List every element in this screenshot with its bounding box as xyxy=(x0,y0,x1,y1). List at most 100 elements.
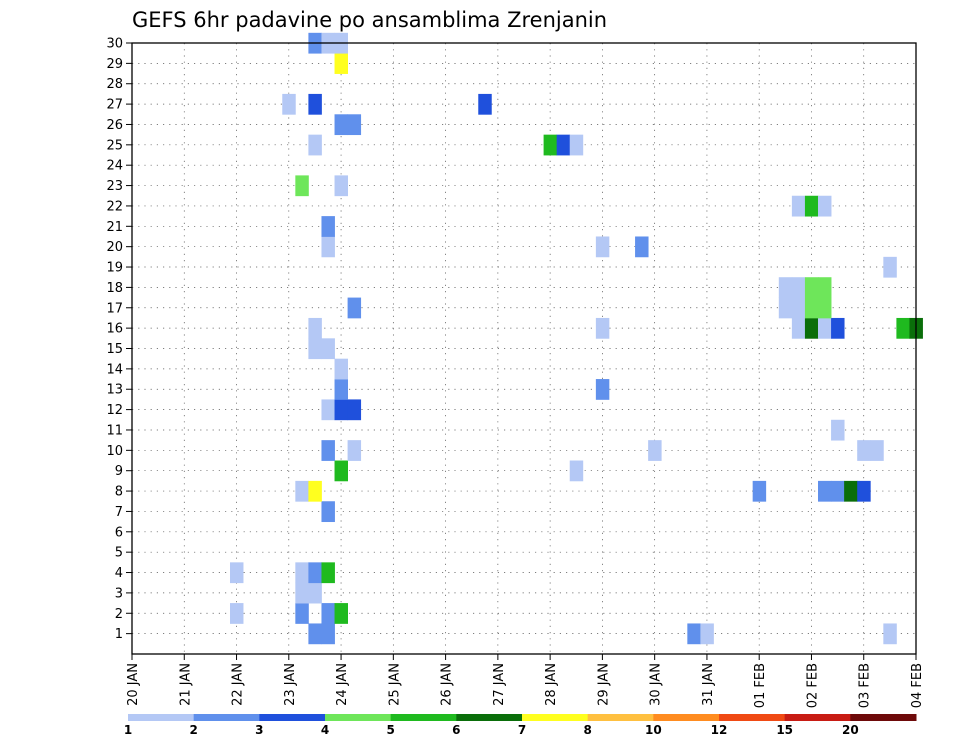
data-cell xyxy=(321,440,335,461)
data-cell xyxy=(804,195,819,217)
data-cell xyxy=(844,480,858,502)
color-legend: 1 2 3 4 5 6 7 8 10 12 15 20 xyxy=(124,714,917,737)
data-cell xyxy=(778,297,793,319)
y-tick-label: 16 xyxy=(106,322,123,337)
y-tick-label: 25 xyxy=(106,138,123,153)
data-cell xyxy=(334,114,348,136)
data-cell xyxy=(347,114,362,136)
data-cell xyxy=(347,297,362,319)
data-cell xyxy=(791,277,806,298)
data-cell xyxy=(791,297,806,319)
data-cell xyxy=(804,317,819,339)
y-tick-label: 7 xyxy=(115,505,123,520)
legend-label: 15 xyxy=(776,723,793,737)
data-cell xyxy=(831,480,845,502)
data-cell xyxy=(308,562,322,584)
data-cell xyxy=(321,623,335,645)
data-cells xyxy=(230,32,923,645)
data-cell xyxy=(870,440,884,461)
y-tick-label: 19 xyxy=(106,261,123,276)
plot-frame xyxy=(131,42,917,655)
legend-label: 12 xyxy=(711,723,728,737)
data-cell xyxy=(818,277,832,298)
legend-label: 1 xyxy=(124,723,132,737)
legend-swatch xyxy=(719,714,786,721)
data-cell xyxy=(896,317,910,339)
data-cell xyxy=(818,195,832,217)
data-cell xyxy=(818,480,832,502)
data-cell xyxy=(595,379,610,400)
data-cell xyxy=(818,317,832,339)
data-cell xyxy=(700,623,714,645)
y-tick-label: 10 xyxy=(106,444,123,459)
data-cell xyxy=(791,195,806,217)
legend-label: 6 xyxy=(452,723,460,737)
data-cell xyxy=(752,480,767,502)
data-cell xyxy=(569,134,584,156)
data-cell xyxy=(883,256,897,278)
legend-swatch xyxy=(850,714,917,721)
data-cell xyxy=(778,277,793,298)
data-cell xyxy=(595,236,610,258)
x-tick-label: 25 JAN xyxy=(387,663,402,706)
x-tick-label: 31 JAN xyxy=(701,663,716,706)
data-cell xyxy=(831,419,845,441)
y-tick-label: 18 xyxy=(106,281,123,296)
y-tick-label: 3 xyxy=(115,586,123,601)
x-axis: 20 JAN 21 JAN 22 JAN 23 JAN 24 JAN 25 JAN 26 J… xyxy=(126,654,925,708)
data-cell xyxy=(308,317,322,339)
legend-label: 4 xyxy=(321,723,329,737)
data-cell xyxy=(295,175,309,197)
y-tick-label: 20 xyxy=(106,240,123,255)
x-tick-label: 04 FEB xyxy=(910,663,925,708)
legend-swatch xyxy=(587,714,654,721)
x-tick-label: 23 JAN xyxy=(283,663,298,706)
x-tick-label: 20 JAN xyxy=(126,663,141,706)
data-cell xyxy=(347,399,362,421)
data-cell xyxy=(804,277,819,298)
x-tick-label: 01 FEB xyxy=(753,663,768,708)
x-tick-label: 21 JAN xyxy=(178,663,193,706)
data-cell xyxy=(295,480,309,502)
data-cell xyxy=(334,53,348,74)
legend-label: 8 xyxy=(583,723,591,737)
data-cell xyxy=(595,317,610,339)
chart-title: GEFS 6hr padavine po ansamblima Zrenjani… xyxy=(132,8,607,32)
x-tick-label: 28 JAN xyxy=(544,663,559,706)
y-tick-label: 23 xyxy=(106,179,123,194)
y-tick-label: 29 xyxy=(106,57,123,72)
data-cell xyxy=(569,460,584,482)
data-cell xyxy=(791,317,806,339)
data-cell xyxy=(282,93,296,115)
data-cell xyxy=(308,623,322,645)
data-cell xyxy=(321,399,335,421)
y-tick-label: 26 xyxy=(106,118,123,133)
y-tick-label: 21 xyxy=(106,220,123,235)
data-cell xyxy=(635,236,649,258)
data-cell xyxy=(321,562,335,584)
data-cell xyxy=(687,623,701,645)
y-tick-label: 9 xyxy=(115,464,123,479)
legend-swatch xyxy=(456,714,523,721)
y-tick-label: 1 xyxy=(115,627,123,642)
x-tick-label: 03 FEB xyxy=(858,663,873,708)
y-tick-label: 30 xyxy=(106,37,123,52)
data-cell xyxy=(321,236,335,258)
data-cell xyxy=(543,134,558,156)
data-cell xyxy=(295,603,309,624)
data-cell xyxy=(321,603,335,624)
y-tick-label: 4 xyxy=(115,566,123,581)
y-tick-label: 2 xyxy=(115,607,123,622)
legend-swatch xyxy=(522,714,589,721)
legend-label: 5 xyxy=(386,723,394,737)
y-tick-label: 13 xyxy=(106,383,123,398)
data-cell xyxy=(648,440,662,461)
data-cell xyxy=(321,501,335,523)
legend-swatch xyxy=(653,714,720,721)
x-tick-label: 22 JAN xyxy=(231,663,246,706)
legend-swatch xyxy=(259,714,326,721)
data-cell xyxy=(334,399,348,421)
data-cell xyxy=(831,317,845,339)
data-cell xyxy=(308,480,322,502)
